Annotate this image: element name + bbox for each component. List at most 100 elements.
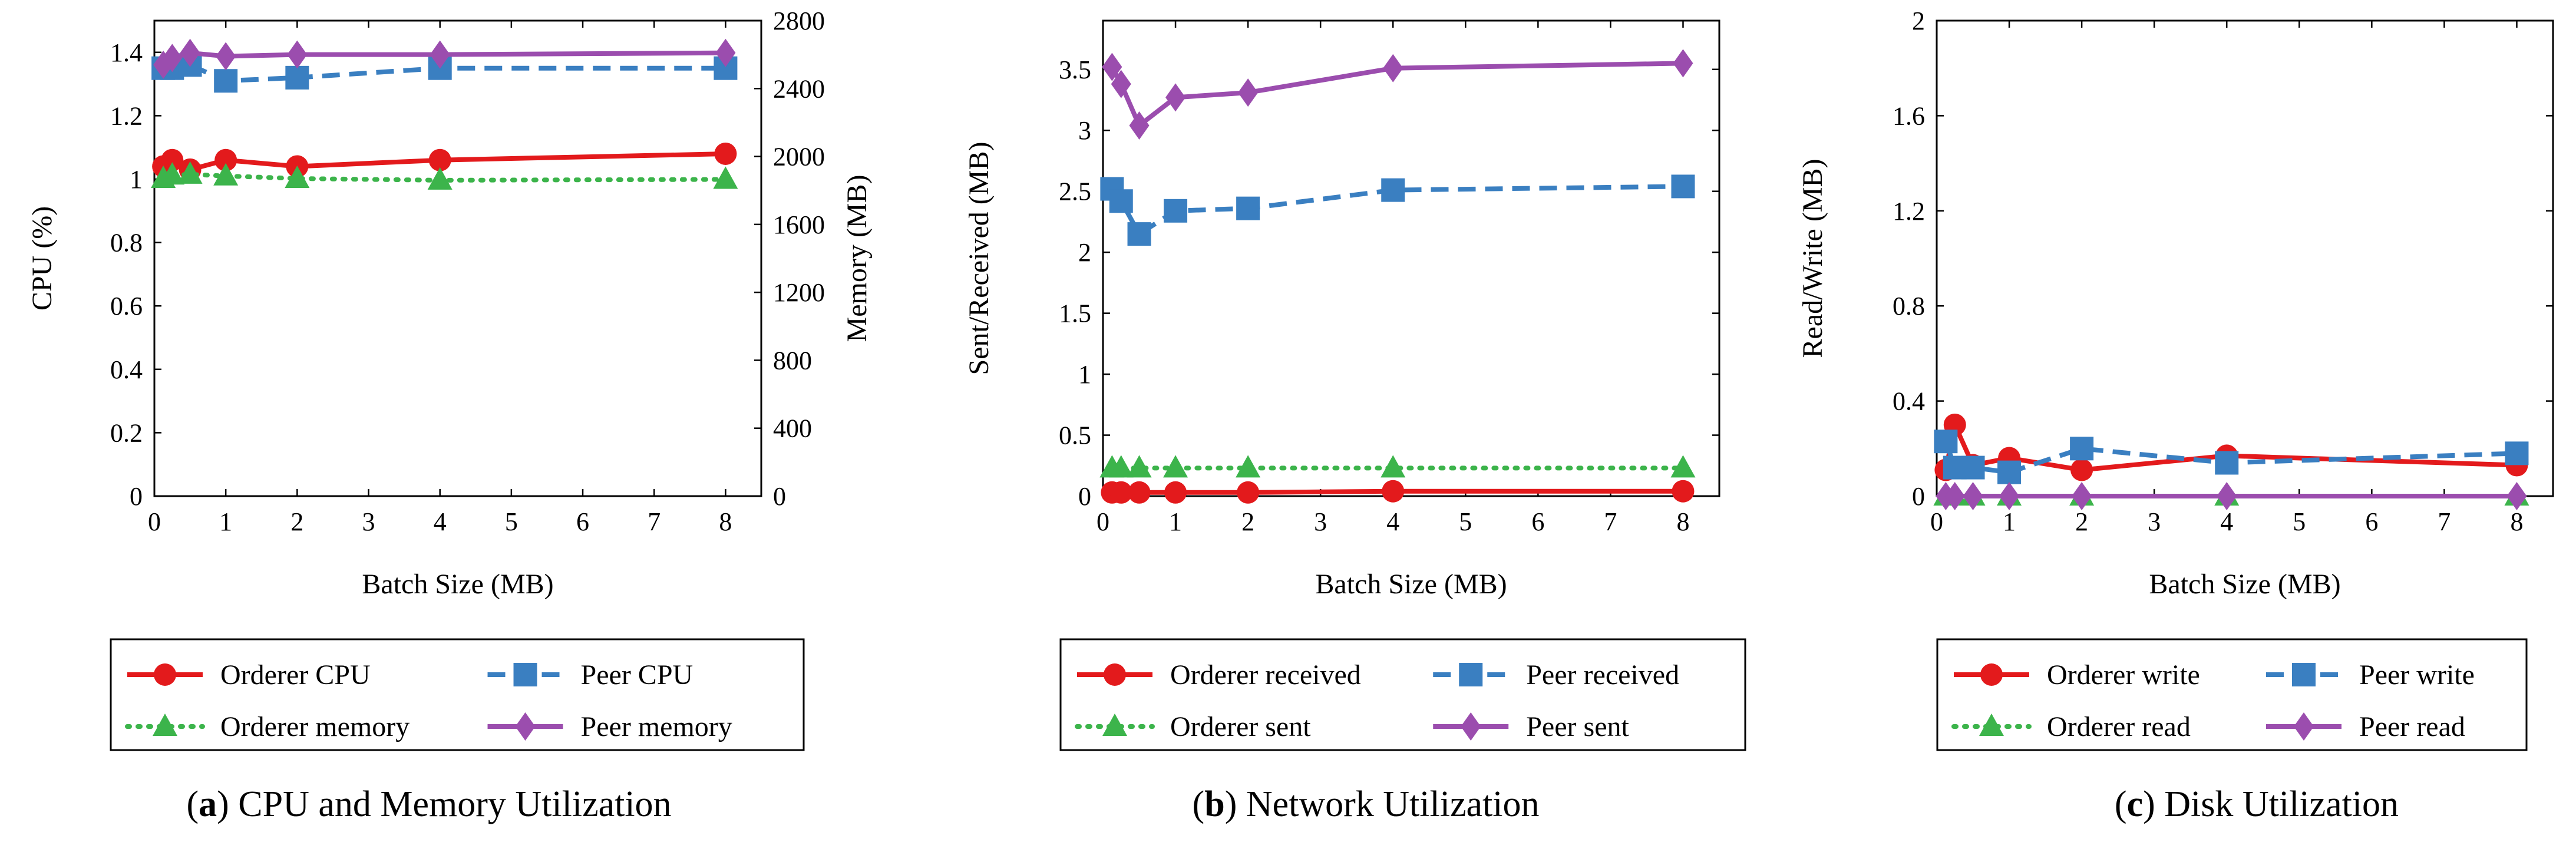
legend-entry-orderer-memory: Orderer memory (125, 711, 409, 742)
data-point-orderer-memory (177, 161, 203, 184)
data-point-peer-read (2217, 482, 2237, 510)
legend: Orderer write Peer write Orderer read Peer … (1936, 638, 2528, 751)
x-tick-label: 7 (648, 507, 660, 536)
data-point-peer-sent (1165, 83, 1186, 112)
legend-label: Peer sent (1526, 711, 1629, 742)
y-right-tick-label: 2800 (773, 6, 825, 35)
x-tick-label: 0 (1930, 507, 1943, 536)
data-point-peer-write (1997, 460, 2022, 484)
legend-swatch-marker (1979, 714, 2004, 736)
x-tick-label: 8 (1676, 507, 1689, 536)
legend: Orderer CPU Peer CPU Orderer memory Peer me… (110, 638, 805, 751)
series-orderer-memory (151, 161, 738, 190)
x-tick-label: 1 (219, 507, 232, 536)
legend-frame (1936, 638, 2528, 751)
x-tick-label: 6 (1531, 507, 1544, 536)
data-point-peer-write (1934, 430, 1958, 454)
legend-label: Orderer memory (220, 711, 409, 742)
data-point-orderer-cpu (214, 148, 237, 171)
y-axis-label: Read/Write (MB) (1797, 159, 1828, 358)
x-tick-label: 4 (1386, 507, 1399, 536)
x-tick-label: 1 (2003, 507, 2016, 536)
caption-paren-open: ( (1193, 784, 1205, 824)
data-point-orderer-received (1382, 480, 1405, 503)
chart-panel-3: 0 1 2 3 4 5 6 7 8 0 0.4 0.8 1.2 1.6 2 Batch Size (MB) Re… (1797, 6, 2554, 824)
y-tick-label: 2 (1912, 6, 1925, 35)
x-tick-label: 3 (362, 507, 375, 536)
data-point-peer-sent (1129, 111, 1150, 140)
legend-entry-peer-memory: Peer memory (487, 711, 732, 742)
legend-label: Peer CPU (581, 659, 693, 691)
panel-caption: (a) CPU and Memory Utilization (186, 784, 671, 824)
series-peer-received (1100, 174, 1695, 246)
x-axis-label: Batch Size (MB) (362, 569, 553, 600)
data-point-peer-received (1671, 174, 1695, 199)
data-point-orderer-sent (1127, 455, 1152, 478)
data-point-peer-received (1127, 222, 1151, 246)
data-point-orderer-sent (1163, 455, 1188, 478)
x-tick-label: 0 (148, 507, 161, 536)
y-tick-label: 1 (130, 165, 143, 194)
x-tick-label: 2 (2075, 507, 2088, 536)
data-point-peer-write (1961, 455, 1985, 480)
data-point-peer-memory (430, 40, 450, 69)
legend-swatch-marker (1459, 663, 1483, 686)
y-tick-label: 0.5 (1059, 421, 1091, 450)
caption-letter: c (2127, 784, 2144, 824)
caption-paren-open: ( (186, 784, 199, 824)
data-point-orderer-sent (1381, 455, 1406, 478)
y-right-tick-label: 1200 (773, 278, 825, 307)
data-point-orderer-memory (713, 166, 738, 189)
legend-entry-orderer-received: Orderer received (1077, 659, 1361, 691)
x-axis-label: Batch Size (MB) (1315, 569, 1507, 600)
caption-paren-open: ( (2115, 784, 2127, 824)
x-tick-label: 5 (505, 507, 518, 536)
y-tick-label: 0.4 (110, 355, 143, 384)
chart-panel-2: 0 1 2 3 4 5 6 7 8 0 0.5 1 1.5 2 2.5 3 3.5 Batch Size (MB)… (963, 19, 1746, 824)
data-point-peer-memory (715, 38, 736, 67)
data-point-peer-write (2505, 441, 2529, 465)
y-right-axis-label: Memory (MB) (841, 175, 873, 342)
chart-panel-1: 0 1 2 3 4 5 6 7 8 0 0.2 0.4 0.6 0.8 1 1.2 1.4 0 400 800 1200… (27, 6, 873, 824)
legend-swatch-marker (154, 663, 176, 686)
y-right-tick-label: 2000 (773, 143, 825, 171)
panel-caption: (c) Disk Utilization (2115, 784, 2399, 824)
caption-letter: b (1204, 784, 1224, 824)
data-point-peer-sent (1111, 70, 1131, 98)
legend-swatch-marker (513, 663, 537, 686)
data-point-peer-sent (1238, 78, 1259, 107)
data-point-peer-sent (1102, 52, 1122, 81)
y-tick-label: 0.8 (1893, 292, 1925, 321)
x-tick-label: 7 (1604, 507, 1617, 536)
data-point-orderer-received (1109, 481, 1132, 504)
data-point-peer-memory (180, 38, 200, 67)
x-tick-label: 4 (2220, 507, 2233, 536)
caption-text: Network Utilization (1237, 784, 1539, 824)
legend-label: Orderer read (2047, 711, 2191, 742)
y-axis-label: Sent/Received (MB) (963, 142, 995, 375)
data-point-peer-memory (216, 42, 236, 71)
data-point-orderer-write (2070, 458, 2093, 481)
y-tick-label: 1.2 (1893, 197, 1925, 226)
data-point-orderer-memory (160, 162, 185, 185)
y-tick-label: 1.4 (110, 38, 143, 67)
data-point-orderer-memory (285, 166, 310, 189)
data-point-orderer-sent (1236, 455, 1261, 478)
x-tick-label: 1 (1169, 507, 1182, 536)
legend-label: Orderer sent (1170, 711, 1311, 742)
y-tick-label: 1 (1078, 360, 1091, 389)
legend-entry-orderer-cpu: Orderer CPU (127, 659, 371, 691)
legend-label: Peer read (2359, 711, 2465, 742)
legend-entry-peer-cpu: Peer CPU (487, 659, 693, 691)
x-tick-label: 8 (719, 507, 732, 536)
y-tick-label: 0.2 (110, 418, 143, 447)
legend-entry-peer-read: Peer read (2266, 711, 2465, 742)
panel-caption: (b) Network Utilization (1193, 784, 1540, 824)
legend-swatch-marker (1104, 663, 1126, 686)
data-point-peer-received (1109, 189, 1133, 213)
y-tick-label: 0 (130, 482, 143, 511)
y-tick-label: 0.6 (110, 292, 143, 321)
y-tick-label: 0.8 (110, 229, 143, 257)
x-tick-label: 6 (2365, 507, 2378, 536)
data-point-peer-sent (1673, 49, 1693, 78)
